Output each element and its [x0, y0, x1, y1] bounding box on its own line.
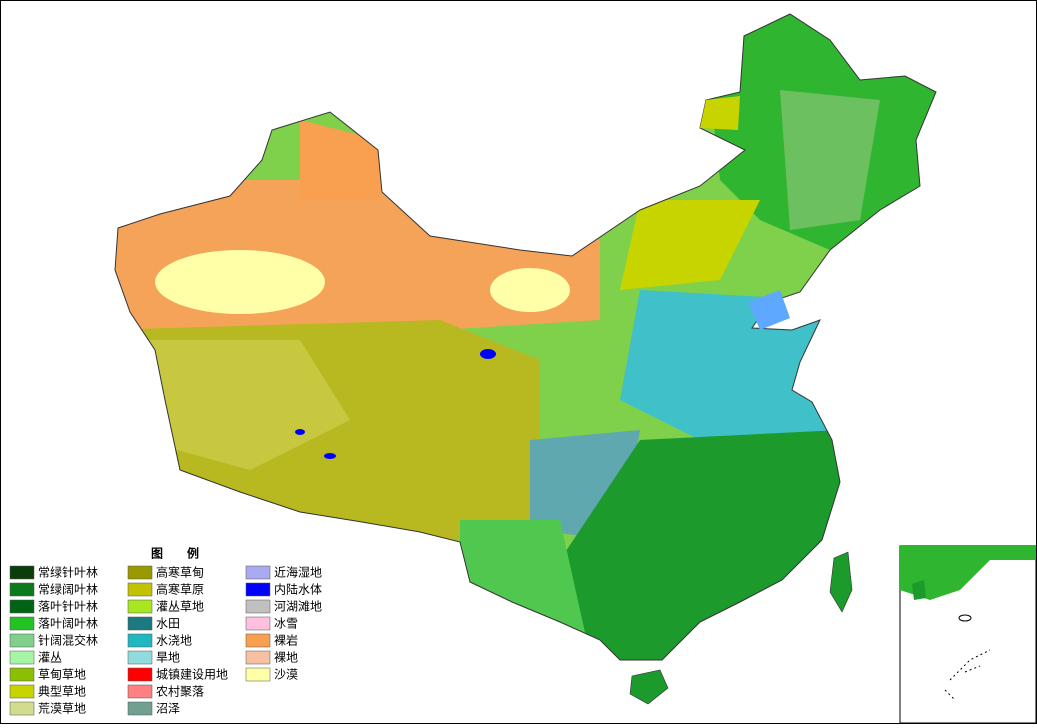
legend-swatch	[127, 565, 153, 580]
legend-swatch	[245, 616, 271, 631]
legend-title: 图 例	[151, 546, 199, 561]
legend-label: 落叶针叶林	[38, 599, 98, 614]
legend-swatch	[9, 633, 35, 648]
legend-swatch	[245, 667, 271, 682]
legend-swatch	[9, 599, 35, 614]
legend-swatch	[245, 582, 271, 597]
legend-label: 旱地	[156, 651, 180, 665]
legend-swatch	[127, 667, 153, 682]
legend-swatch	[9, 565, 35, 580]
legend-label: 内陆水体	[274, 582, 322, 597]
legend-label: 城镇建设用地	[156, 668, 228, 682]
legend-swatch	[127, 633, 153, 648]
hainan	[629, 669, 669, 705]
legend-label: 裸地	[274, 650, 298, 665]
bohai-sea	[748, 290, 790, 330]
legend-label: 河湖滩地	[274, 599, 322, 614]
legend-label: 水田	[156, 617, 180, 631]
legend-swatch	[127, 599, 153, 614]
legend-swatch	[245, 565, 271, 580]
taiwan	[829, 551, 853, 613]
legend-swatch	[127, 701, 153, 716]
legend-swatch	[9, 616, 35, 631]
legend-label: 裸岩	[274, 633, 298, 648]
legend-label: 沙漠	[274, 668, 298, 682]
inset	[899, 545, 1037, 724]
legend-label: 农村聚落	[156, 685, 204, 699]
legend-swatch	[127, 616, 153, 631]
legend: 图 例 常绿针叶林常绿阔叶林落叶针叶林落叶阔叶林针阔混交林灌丛草甸草地典型草地荒…	[9, 546, 322, 716]
legend-swatch	[9, 684, 35, 699]
legend-label: 近海湿地	[274, 565, 322, 580]
legend-label: 落叶阔叶林	[38, 617, 98, 631]
legend-label: 针阔混交林	[38, 633, 98, 648]
legend-label: 典型草地	[38, 685, 86, 699]
legend-swatch	[127, 582, 153, 597]
legend-label: 高寒草原	[156, 582, 204, 597]
legend-swatch	[9, 667, 35, 682]
legend-label: 草甸草地	[38, 668, 86, 682]
legend-label: 灌丛草地	[156, 600, 204, 614]
legend-swatch	[9, 650, 35, 665]
legend-swatch	[127, 684, 153, 699]
legend-label: 常绿阔叶林	[38, 582, 98, 597]
legend-label: 高寒草甸	[156, 565, 204, 580]
legend-swatch	[127, 650, 153, 665]
hulun-area	[700, 96, 740, 130]
legend-swatch	[9, 582, 35, 597]
legend-swatch	[245, 633, 271, 648]
legend-swatch	[9, 701, 35, 716]
legend-label: 冰雪	[274, 617, 298, 631]
legend-label: 常绿针叶林	[38, 565, 98, 580]
legend-label: 灌丛	[38, 651, 62, 665]
legend-swatch	[245, 599, 271, 614]
legend-swatch	[245, 650, 271, 665]
legend-label: 荒漠草地	[38, 702, 86, 716]
legend-label: 沼泽	[156, 702, 180, 716]
legend-label: 水浇地	[156, 634, 192, 648]
